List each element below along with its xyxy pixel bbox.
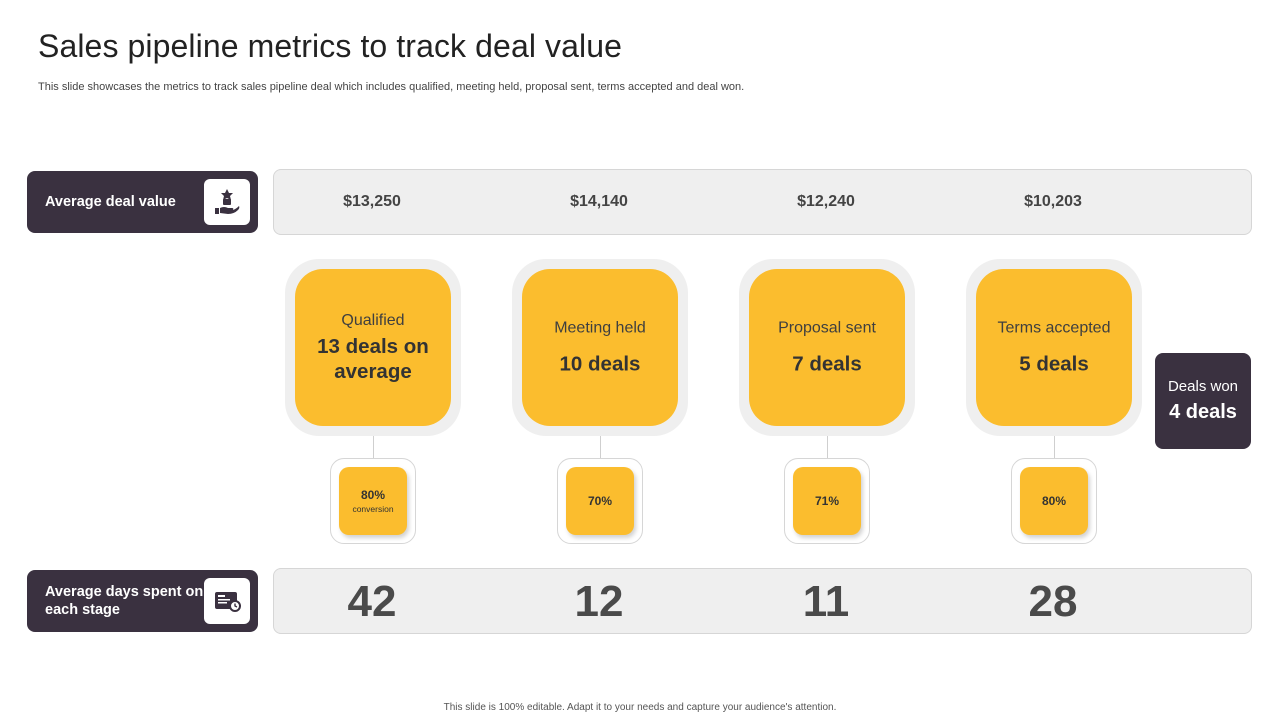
- stage-deals: 7 deals: [792, 352, 862, 375]
- deals-won-count: 4 deals: [1169, 401, 1237, 423]
- stage-card: Terms accepted 5 deals: [976, 269, 1132, 426]
- stage-card: Meeting held 10 deals: [522, 269, 678, 426]
- money-hand-icon: [204, 179, 250, 225]
- stage-deals: 5 deals: [1019, 352, 1089, 375]
- stage-meeting-held: Meeting held 10 deals: [512, 259, 688, 436]
- stage-name: Proposal sent: [778, 319, 876, 336]
- days-label-box: Average days spent on each stage: [27, 570, 258, 632]
- deal-value-2: $14,140: [570, 193, 628, 210]
- connector-line: [600, 436, 601, 458]
- stage-proposal-sent: Proposal sent 7 deals: [739, 259, 915, 436]
- conversion-terms-accepted: 80%: [1011, 458, 1097, 544]
- deal-value-label-box: Average deal value: [27, 171, 258, 233]
- page-subtitle: This slide showcases the metrics to trac…: [38, 81, 745, 93]
- days-value-2: 12: [574, 577, 624, 626]
- stage-deals: 10 deals: [559, 352, 641, 375]
- connector-line: [373, 436, 374, 458]
- days-value-3: 11: [802, 577, 850, 626]
- days-band: 42 12 11 28: [273, 568, 1252, 634]
- conversion-qualified: 80% conversion: [330, 458, 416, 544]
- stage-name: Meeting held: [554, 319, 646, 336]
- conversion-percent: 70%: [587, 494, 613, 508]
- deal-value-label: Average deal value: [45, 194, 176, 210]
- stage-deals: 13 deals on average: [317, 334, 429, 383]
- deal-value-3: $12,240: [797, 193, 855, 210]
- conversion-percent: 80%: [1041, 494, 1067, 508]
- deals-won-label: Deals won: [1167, 378, 1239, 395]
- stage-card: Proposal sent 7 deals: [749, 269, 905, 426]
- conversion-card: 80% conversion: [339, 467, 407, 535]
- deals-won-box: Deals won 4 deals: [1155, 353, 1251, 449]
- stage-terms-accepted: Terms accepted 5 deals: [966, 259, 1142, 436]
- calendar-card-icon: [204, 578, 250, 624]
- deal-value-1: $13,250: [343, 193, 401, 210]
- stage-name: Terms accepted: [997, 319, 1111, 336]
- conversion-meeting-held: 70%: [557, 458, 643, 544]
- conversion-proposal-sent: 71%: [784, 458, 870, 544]
- conversion-card: 71%: [793, 467, 861, 535]
- footer-note: This slide is 100% editable. Adapt it to…: [443, 702, 837, 713]
- conversion-percent: 80%: [360, 488, 386, 502]
- stage-name: Qualified: [341, 311, 405, 329]
- stage-qualified: Qualified 13 deals on average: [285, 259, 461, 436]
- days-value-1: 42: [347, 577, 397, 626]
- stage-card: Qualified 13 deals on average: [295, 269, 451, 426]
- conversion-card: 70%: [566, 467, 634, 535]
- connector-line: [827, 436, 828, 458]
- conversion-percent: 71%: [814, 494, 840, 508]
- deal-value-4: $10,203: [1024, 193, 1082, 210]
- conversion-card: 80%: [1020, 467, 1088, 535]
- deal-value-band: $13,250 $14,140 $12,240 $10,203: [273, 169, 1252, 235]
- days-label: Average days spent on each stage: [45, 584, 204, 618]
- conversion-note: conversion: [352, 504, 394, 514]
- page-title: Sales pipeline metrics to track deal val…: [38, 28, 623, 64]
- connector-line: [1054, 436, 1055, 458]
- days-value-4: 28: [1028, 577, 1078, 626]
